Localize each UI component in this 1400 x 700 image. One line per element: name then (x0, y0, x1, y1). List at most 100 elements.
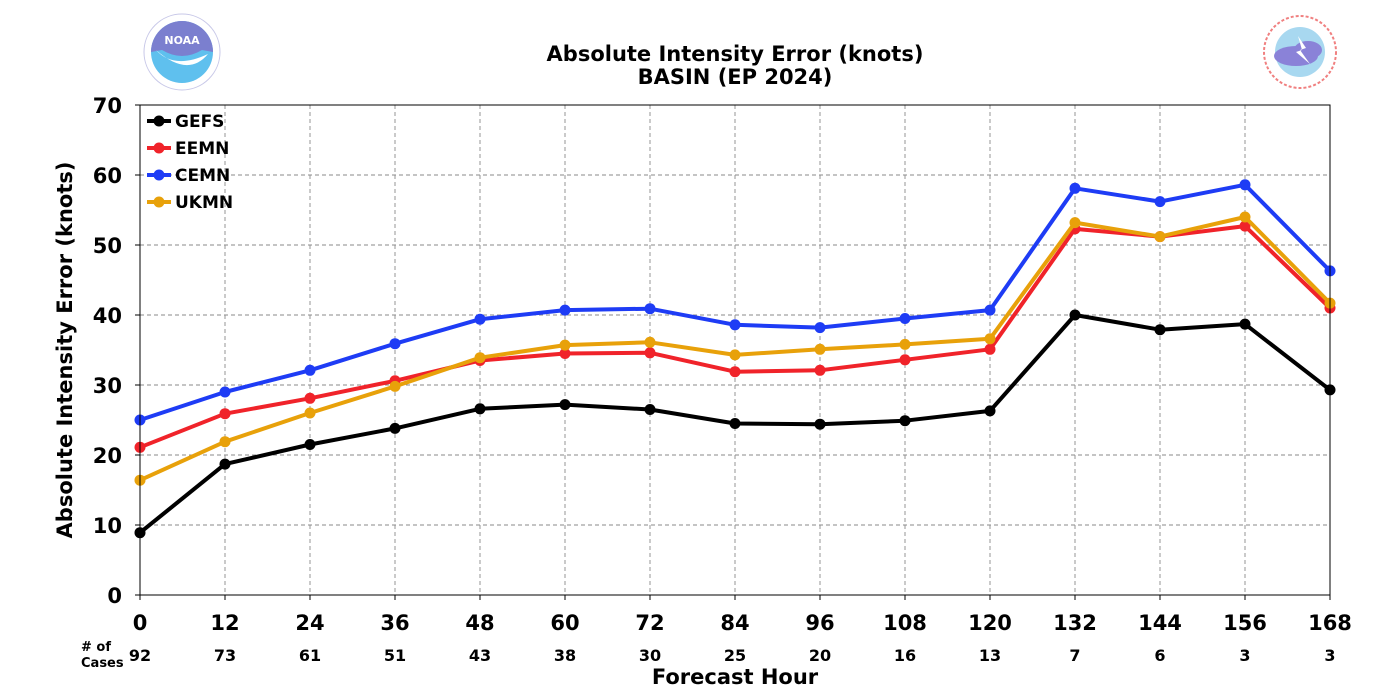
data-point-eemn (559, 348, 571, 359)
y-tick-label: 20 (93, 444, 122, 468)
case-count-label: 73 (214, 646, 236, 665)
y-tick-label: 40 (93, 304, 122, 328)
data-point-gefs (1069, 309, 1081, 321)
y-tick-label: 60 (93, 164, 122, 188)
data-point-cemn (1239, 179, 1251, 191)
x-tick-label: 168 (1308, 611, 1352, 635)
data-point-ukmn (814, 343, 826, 355)
data-point-gefs (984, 405, 996, 417)
case-count-label: 7 (1069, 646, 1080, 665)
data-point-eemn (984, 343, 996, 355)
case-count-label: 43 (469, 646, 491, 665)
data-point-gefs (899, 415, 911, 427)
x-tick-label: 120 (968, 611, 1012, 635)
y-tick-label: 30 (93, 374, 122, 398)
data-point-cemn (814, 322, 826, 334)
x-tick-label: 144 (1138, 611, 1182, 635)
legend-marker-gefs (153, 115, 165, 127)
x-tick-label: 72 (635, 611, 664, 635)
data-point-ukmn (984, 333, 996, 345)
legend-marker-eemn (153, 142, 165, 154)
data-point-ukmn (1154, 231, 1166, 243)
data-point-cemn (1154, 196, 1166, 208)
x-tick-label: 24 (295, 611, 324, 635)
data-point-ukmn (389, 380, 401, 392)
x-axis-label: Forecast Hour (652, 665, 819, 689)
data-point-gefs (1154, 324, 1166, 336)
legend: GEFS EEMN CEMN UKMN (147, 112, 233, 213)
data-point-ukmn (1239, 211, 1251, 223)
cases-label-line2: Cases (81, 656, 124, 671)
series-line-ukmn (139, 215, 1332, 483)
nws-logo (1263, 15, 1337, 89)
case-count-label: 25 (724, 646, 746, 665)
x-tick-label: 84 (720, 611, 749, 635)
data-point-cemn (644, 303, 656, 315)
case-count-label: 51 (384, 646, 406, 665)
data-point-gefs (559, 399, 571, 411)
series-layer (134, 179, 1336, 539)
legend-marker-cemn (153, 169, 165, 181)
x-tick-label: 96 (805, 611, 834, 635)
legend-label-cemn: CEMN (175, 166, 230, 186)
data-point-cemn (984, 304, 996, 316)
data-point-cemn (899, 313, 911, 324)
axes: 0102030405060700921273246136514843603872… (93, 94, 1352, 665)
data-point-eemn (304, 392, 316, 404)
data-point-gefs (729, 418, 741, 429)
data-point-cemn (559, 304, 571, 316)
y-axis-label: Absolute Intensity Error (knots) (53, 162, 77, 539)
data-point-cemn (1069, 182, 1081, 194)
noaa-logo: NOAA (143, 13, 221, 91)
data-point-gefs (474, 403, 486, 415)
x-tick-label: 132 (1053, 611, 1097, 635)
data-point-ukmn (304, 407, 316, 419)
data-point-gefs (1239, 318, 1251, 330)
x-tick-label: 108 (883, 611, 927, 635)
y-tick-label: 10 (93, 514, 122, 538)
y-tick-label: 0 (107, 584, 122, 608)
data-point-eemn (1239, 220, 1251, 232)
case-count-label: 92 (129, 646, 151, 665)
svg-text:NOAA: NOAA (164, 34, 200, 47)
legend-marker-ukmn (153, 196, 165, 208)
x-tick-label: 156 (1223, 611, 1267, 635)
data-point-cemn (304, 364, 316, 376)
x-tick-label: 48 (465, 611, 494, 635)
x-tick-label: 0 (133, 611, 148, 635)
data-point-eemn (219, 408, 231, 420)
y-tick-label: 70 (93, 94, 122, 118)
data-point-eemn (814, 364, 826, 376)
case-count-label: 3 (1324, 646, 1335, 665)
legend-label-ukmn: UKMN (175, 193, 233, 213)
chart-subtitle: BASIN (EP 2024) (638, 65, 833, 89)
case-count-label: 13 (979, 646, 1001, 665)
case-count-label: 6 (1154, 646, 1165, 665)
x-tick-label: 36 (380, 611, 409, 635)
y-tick-label: 50 (93, 234, 122, 258)
data-point-gefs (219, 458, 231, 470)
case-count-label: 20 (809, 646, 831, 665)
legend-label-eemn: EEMN (175, 139, 229, 159)
data-point-eemn (729, 366, 741, 378)
case-count-label: 38 (554, 646, 576, 665)
x-tick-label: 12 (210, 611, 239, 635)
data-point-gefs (644, 404, 656, 415)
data-point-gefs (389, 422, 401, 434)
case-count-label: 30 (639, 646, 661, 665)
x-tick-label: 60 (550, 611, 579, 635)
data-point-cemn (389, 338, 401, 350)
data-point-cemn (219, 386, 231, 398)
chart-title: Absolute Intensity Error (knots) (547, 42, 924, 66)
case-count-label: 16 (894, 646, 916, 665)
data-point-ukmn (899, 338, 911, 350)
data-point-ukmn (559, 339, 571, 351)
data-point-cemn (729, 319, 741, 331)
data-point-gefs (304, 439, 316, 450)
data-point-gefs (814, 418, 826, 430)
data-point-ukmn (1069, 217, 1081, 229)
data-point-ukmn (644, 336, 656, 348)
case-count-label: 3 (1239, 646, 1250, 665)
data-point-ukmn (729, 349, 741, 361)
